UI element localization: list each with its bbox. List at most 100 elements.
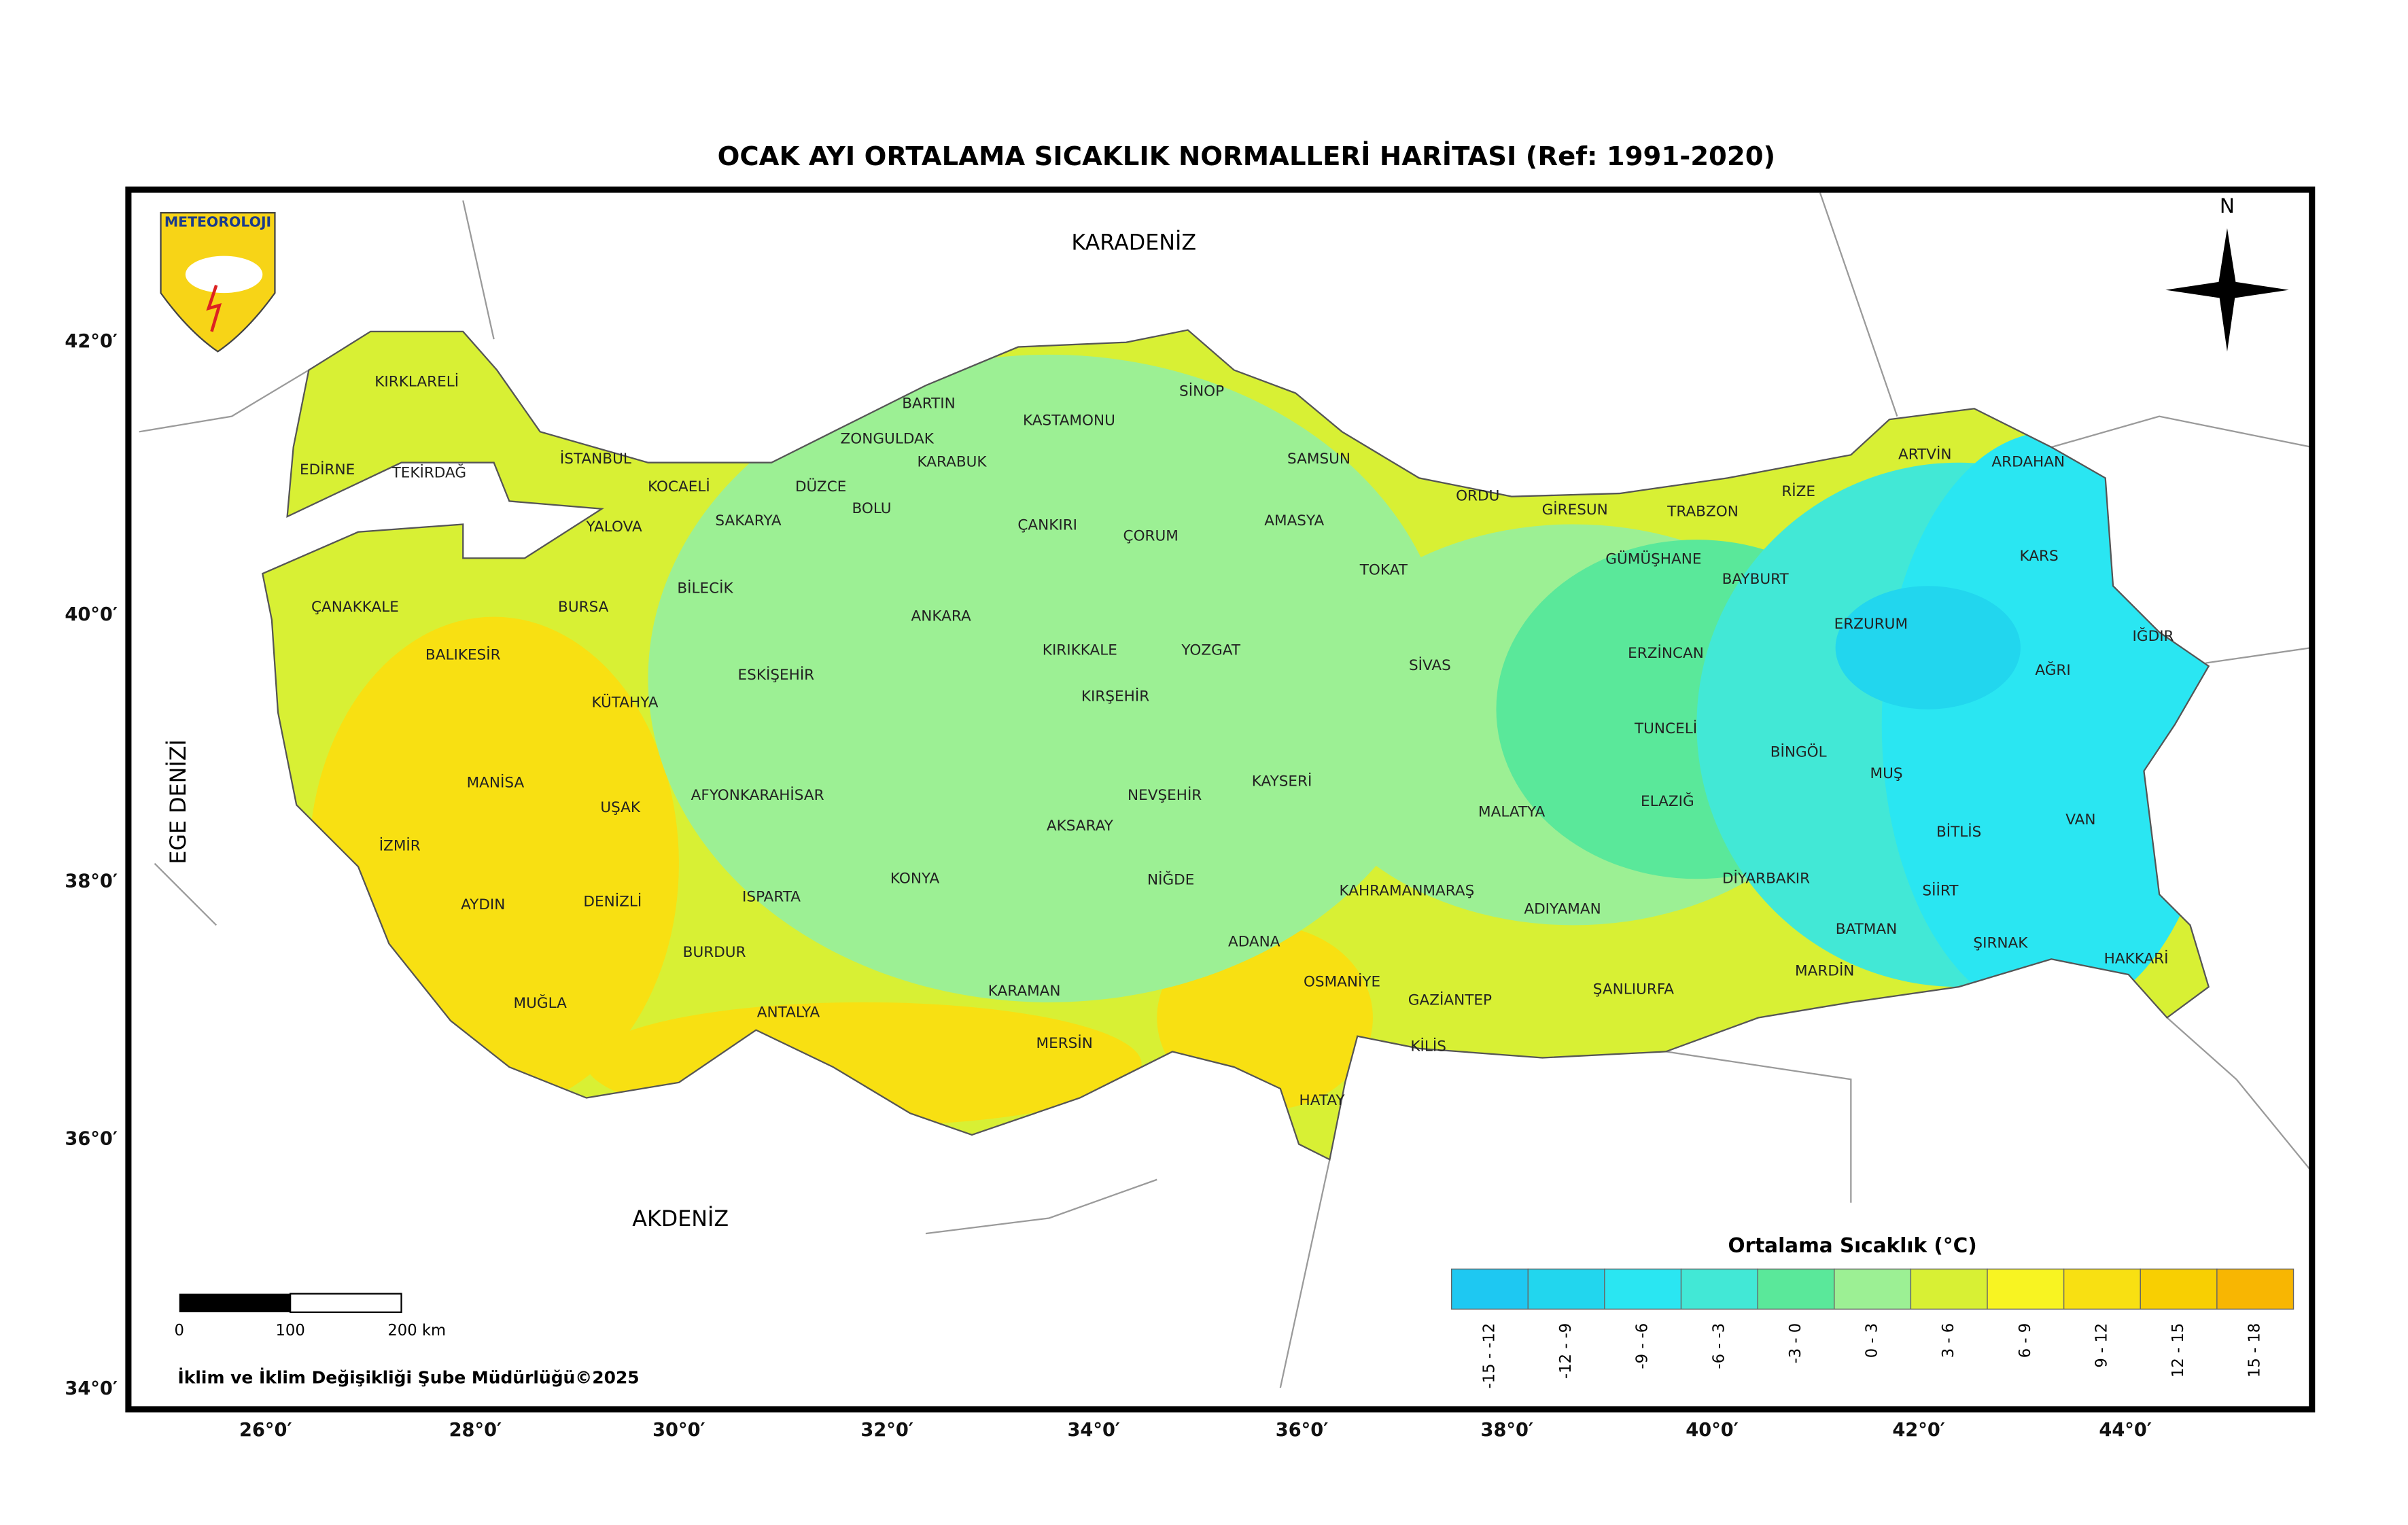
legend-label: 6 - 9 <box>2017 1323 2034 1358</box>
province-label: SAKARYA <box>715 512 781 529</box>
legend-label: 12 - 15 <box>2169 1323 2187 1378</box>
province-label: KAHRAMANMARAŞ <box>1339 882 1474 899</box>
province-label: GİRESUN <box>1542 501 1608 519</box>
scale-label: 100 <box>276 1322 305 1339</box>
latitude-label: 40°0′ <box>65 604 118 625</box>
province-label: GÜMÜŞHANE <box>1605 550 1701 568</box>
province-label: ANKARA <box>911 608 971 625</box>
province-label: RİZE <box>1781 483 1815 500</box>
province-label: KASTAMONU <box>1023 412 1115 429</box>
province-label: MUĞLA <box>514 994 568 1012</box>
province-label: ESKİŞEHİR <box>738 666 815 684</box>
province-label: KARAMAN <box>988 983 1061 1000</box>
latitude-label: 42°0′ <box>65 331 118 352</box>
legend-swatch <box>1910 1268 1988 1310</box>
province-label: ADANA <box>1228 933 1280 950</box>
longitude-label: 38°0′ <box>1481 1420 1534 1441</box>
province-label: NEVŞEHİR <box>1128 786 1202 804</box>
province-label: SAMSUN <box>1287 451 1350 468</box>
legend-label: -15 - -12 <box>1480 1323 1498 1389</box>
longitude-label: 28°0′ <box>449 1420 502 1441</box>
legend-label: -3 - 0 <box>1787 1323 1804 1364</box>
province-label: ÇORUM <box>1123 528 1179 545</box>
province-label: KIRIKKALE <box>1043 642 1117 659</box>
province-label: YOZGAT <box>1181 642 1240 659</box>
province-label: MERSİN <box>1036 1034 1092 1052</box>
province-label: ERZURUM <box>1834 616 1908 633</box>
longitude-label: 44°0′ <box>2099 1420 2152 1441</box>
legend-swatch <box>1987 1268 2065 1310</box>
legend-swatch <box>2216 1268 2294 1310</box>
province-label: ERZİNCAN <box>1628 644 1704 662</box>
province-label: VAN <box>2065 811 2095 828</box>
province-label: BAYBURT <box>1722 571 1790 588</box>
province-label: DENİZLİ <box>583 892 642 910</box>
dynamic-layer: KIRKLARELİ EDİRNE TEKİRDAĞ İSTANBUL KOCAELİ D… <box>65 331 2294 1441</box>
legend-label: 0 - 3 <box>1864 1323 1881 1358</box>
longitude-label: 36°0′ <box>1276 1420 1329 1441</box>
sea-label: AKDENİZ <box>632 1206 729 1231</box>
province-label: MARDİN <box>1795 962 1854 979</box>
legend-title: Ortalama Sıcaklık (°C) <box>1728 1233 1976 1257</box>
province-label: BOLU <box>852 500 892 517</box>
longitude-label: 26°0′ <box>239 1420 292 1441</box>
province-label: IĞDIR <box>2133 627 2174 645</box>
province-label: BARTIN <box>902 395 956 412</box>
province-label: ORDU <box>1456 488 1499 505</box>
latitude-label: 36°0′ <box>65 1128 118 1149</box>
legend-swatch <box>2063 1268 2141 1310</box>
sea-label: EGE DENİZİ <box>165 739 191 864</box>
credit: İklim ve İklim Değişikliği Şube Müdürlüğ… <box>178 1367 640 1387</box>
province-label: TOKAT <box>1359 562 1408 579</box>
province-label: KARABUK <box>918 454 988 471</box>
province-label: YALOVA <box>586 519 642 536</box>
compass-label: N <box>2220 194 2235 217</box>
province-label: ADIYAMAN <box>1524 901 1601 918</box>
logo-text: METEOROLOJI <box>164 214 271 230</box>
legend-swatch <box>1757 1268 1835 1310</box>
longitude-label: 30°0′ <box>652 1420 705 1441</box>
province-label: DİYARBAKIR <box>1722 869 1810 887</box>
province-label: KIRKLARELİ <box>374 373 459 391</box>
province-label: MALATYA <box>1478 804 1546 821</box>
longitude-label: 32°0′ <box>860 1420 913 1441</box>
province-label: SİİRT <box>1922 881 1959 899</box>
legend-swatch <box>1450 1268 1529 1310</box>
legend-label: 15 - 18 <box>2246 1323 2264 1378</box>
latitude-label: 34°0′ <box>65 1378 118 1399</box>
province-label: AKSARAY <box>1047 818 1114 835</box>
province-label: BİLECİK <box>677 580 733 597</box>
province-label: İSTANBUL <box>560 450 631 468</box>
legend-label: -9 - -6 <box>1634 1323 1652 1369</box>
province-label: KÜTAHYA <box>592 694 659 712</box>
province-label: ISPARTA <box>742 889 801 906</box>
legend-label: -6 - -3 <box>1710 1323 1728 1369</box>
scale-bar: 0 100 200 km <box>175 1293 446 1339</box>
province-label: KONYA <box>890 870 940 887</box>
province-label: EDİRNE <box>300 461 355 478</box>
province-label: ANTALYA <box>757 1004 820 1021</box>
map-frame <box>125 186 2316 1413</box>
province-label: BURSA <box>558 599 609 616</box>
legend-label: -12 - -9 <box>1557 1323 1575 1379</box>
province-label: ÇANAKKALE <box>311 599 399 616</box>
scale-label: 0 <box>175 1322 184 1339</box>
title: OCAK AYI ORTALAMA SICAKLIK NORMALLERİ HA… <box>718 140 1776 172</box>
province-label: TUNCELİ <box>1634 720 1697 737</box>
province-label: ARTVİN <box>1898 445 1952 463</box>
province-label: AMASYA <box>1264 512 1324 529</box>
province-label: AĞRI <box>2035 661 2070 679</box>
longitude-label: 34°0′ <box>1067 1420 1120 1441</box>
province-label: KIRŞEHİR <box>1081 688 1149 705</box>
province-label: TEKİRDAĞ <box>391 464 467 482</box>
province-label: ARDAHAN <box>1991 454 2065 471</box>
province-label: ŞANLIURFA <box>1593 981 1674 998</box>
compass: N <box>2165 194 2289 352</box>
province-label: KİLİS <box>1410 1038 1446 1055</box>
longitude-label: 42°0′ <box>1892 1420 1945 1441</box>
legend-swatch <box>1834 1268 1912 1310</box>
province-label: HAKKARİ <box>2104 949 2169 967</box>
legend-label: 9 - 12 <box>2093 1323 2110 1368</box>
province-label: KAYSERİ <box>1252 772 1312 790</box>
province-label: BURDUR <box>683 944 746 961</box>
